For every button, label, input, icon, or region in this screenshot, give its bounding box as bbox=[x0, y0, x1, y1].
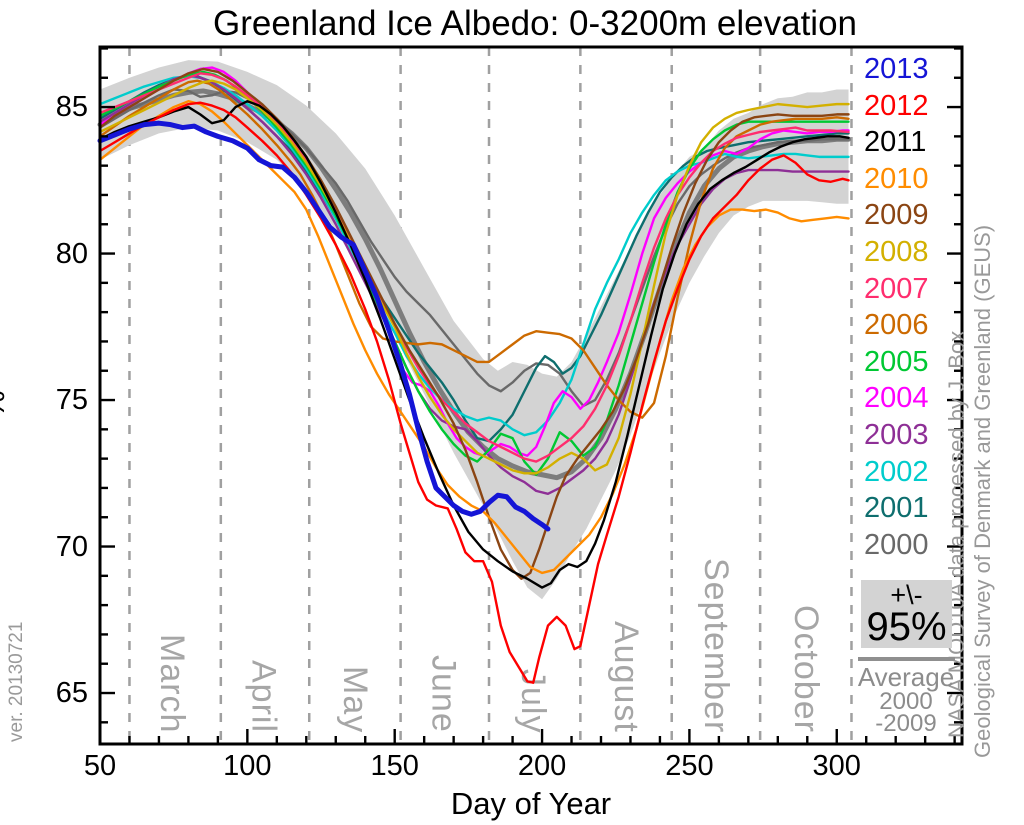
month-label-september: September bbox=[696, 557, 735, 733]
legend-year-2011: 2011 bbox=[864, 126, 927, 159]
month-label-may: May bbox=[335, 665, 374, 733]
average-legend-line-swatch bbox=[858, 657, 955, 661]
legend-year-2006: 2006 bbox=[864, 309, 929, 342]
credit-geus-text: Geological Survey of Denmark and Greenla… bbox=[970, 224, 995, 758]
series-line-2011 bbox=[98, 100, 850, 589]
legend-year-2004: 2004 bbox=[864, 382, 929, 415]
month-label-march: March bbox=[153, 633, 192, 733]
y-tick-label-80: 80 bbox=[55, 237, 88, 270]
average-legend-years-2000: 2000 bbox=[879, 688, 933, 715]
confidence-band bbox=[100, 60, 849, 600]
y-tick-label-85: 85 bbox=[55, 91, 88, 124]
legend-year-2008: 2008 bbox=[864, 236, 929, 268]
legend-year-2001: 2001 bbox=[864, 492, 929, 525]
legend-year-2012: 2012 bbox=[864, 89, 929, 122]
series-line-2002 bbox=[98, 75, 850, 437]
series-line-2009 bbox=[98, 67, 850, 580]
series-line-2003 bbox=[98, 73, 850, 495]
y-tick-label-65: 65 bbox=[55, 677, 88, 710]
legend-year-2009: 2009 bbox=[864, 199, 929, 232]
series-line-2006 bbox=[98, 79, 850, 419]
legend-year-2013: 2013 bbox=[864, 53, 929, 85]
x-tick-label-300: 300 bbox=[812, 750, 861, 782]
month-label-april: April bbox=[244, 659, 283, 733]
plot-frame bbox=[98, 45, 964, 746]
series-line-2007 bbox=[98, 72, 850, 463]
average-legend-years-2009: -2009 bbox=[875, 710, 937, 737]
y-axis-title: % bbox=[0, 390, 12, 418]
month-label-june: June bbox=[424, 655, 463, 733]
band-legend-swatch: +\- 95% bbox=[861, 580, 952, 648]
y-tick-label-70: 70 bbox=[55, 530, 88, 563]
legend-year-2003: 2003 bbox=[864, 419, 929, 451]
series-line-2008 bbox=[98, 79, 850, 475]
x-tick-label-250: 250 bbox=[665, 750, 714, 782]
x-tick-label-50: 50 bbox=[83, 750, 117, 782]
x-tick-label-150: 150 bbox=[370, 750, 419, 782]
x-axis-title: Day of Year bbox=[450, 786, 612, 821]
x-tick-label-200: 200 bbox=[517, 750, 567, 782]
legend-year-2010: 2010 bbox=[864, 162, 929, 195]
legend-year-2007: 2007 bbox=[864, 272, 929, 305]
average-legend-label: Average bbox=[857, 662, 955, 692]
series-line-2013 bbox=[97, 120, 551, 532]
legend-year-2005: 2005 bbox=[864, 345, 929, 378]
x-tick-label-100: 100 bbox=[223, 750, 272, 782]
band-legend-plus-minus: +\- bbox=[890, 579, 923, 610]
month-label-august: August bbox=[607, 621, 646, 733]
version-label: ver. 20130721 bbox=[6, 621, 27, 742]
band-legend-95pct: 95% bbox=[866, 604, 947, 649]
y-tick-label-75: 75 bbox=[55, 384, 88, 417]
legend-year-2000: 2000 bbox=[864, 528, 929, 561]
series-line-2012 bbox=[98, 101, 850, 684]
chart-title: Greenland Ice Albedo: 0-3200m elevation bbox=[212, 4, 858, 43]
month-label-october: October bbox=[786, 605, 825, 733]
legend-year-2002: 2002 bbox=[864, 455, 929, 488]
